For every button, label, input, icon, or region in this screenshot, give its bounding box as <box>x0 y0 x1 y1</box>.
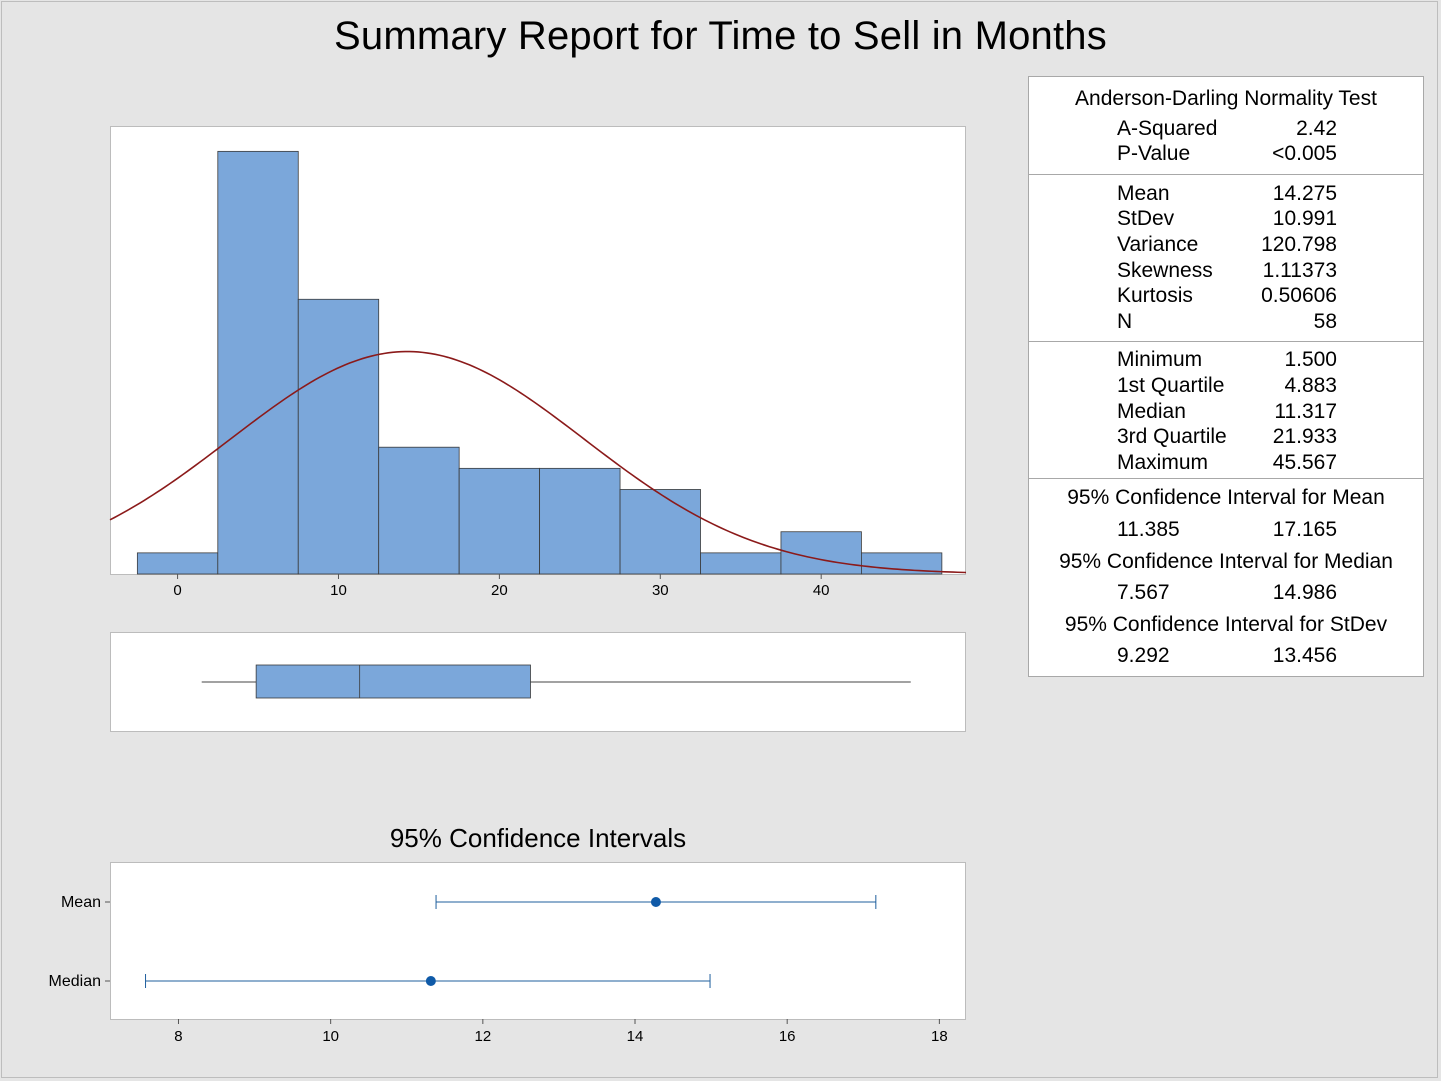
quantile-stat-row: Median 11.317 <box>1029 399 1423 425</box>
hist-tick-label-0: 0 <box>173 582 181 599</box>
histogram-bar-4 <box>458 467 541 575</box>
ci-tick-label-0: 8 <box>174 1028 182 1045</box>
quantile-stat-value: 21.933 <box>1272 425 1337 449</box>
ci-stat-row: 9.292 13.456 <box>1029 643 1423 669</box>
moment-stat-value: 58 <box>1313 309 1337 333</box>
moment-stat-row: Mean 14.275 <box>1029 181 1423 207</box>
ci-tick-label-1: 10 <box>322 1028 339 1045</box>
moment-stat-row: Skewness 1.11373 <box>1029 258 1423 284</box>
moment-stat-row: Variance 120.798 <box>1029 232 1423 258</box>
histogram-bar-5 <box>539 467 621 575</box>
moment-stat-value: 0.50606 <box>1261 284 1337 308</box>
ci-point-0 <box>650 897 661 907</box>
ci-chart: Mean Median 8 10 12 14 16 18 <box>49 862 966 1045</box>
confidence-intervals-section: 95% Confidence Interval for Mean 11.385 17… <box>1029 479 1423 669</box>
moment-stat-label: N <box>1117 309 1133 333</box>
ci-stat-row: 11.385 17.165 <box>1029 517 1423 543</box>
hist-tick-label-1: 10 <box>330 582 347 599</box>
quantile-stat-row: 1st Quartile 4.883 <box>1029 373 1423 399</box>
histogram-bar-6 <box>619 489 701 575</box>
ci-tick-label-3: 14 <box>627 1028 644 1045</box>
ci-stat-row: 7.567 14.986 <box>1029 580 1423 606</box>
ci-chart-title: 95% Confidence Intervals <box>389 823 687 853</box>
ci-panel <box>110 862 966 1020</box>
boxplot-chart <box>110 632 966 732</box>
boxplot-box <box>255 664 531 699</box>
ci-tick-label-2: 12 <box>474 1028 491 1045</box>
histogram-chart: 0 10 20 30 40 <box>109 126 967 599</box>
ci-stat-upper: 13.456 <box>1272 644 1337 668</box>
ad-stat-value: 2.42 <box>1296 116 1337 140</box>
ci-point-1 <box>425 976 436 986</box>
ci-stat-title: 95% Confidence Interval for Median <box>1059 549 1393 573</box>
quantile-stat-value: 1.500 <box>1284 348 1337 372</box>
summary-statistics-panel: Anderson-Darling Normality Test A-Square… <box>1028 76 1424 677</box>
moment-stat-label: StDev <box>1117 207 1175 231</box>
moment-stat-value: 14.275 <box>1272 181 1337 205</box>
ci-stat-title: 95% Confidence Interval for Mean <box>1067 486 1385 510</box>
quantile-stat-value: 11.317 <box>1274 399 1337 423</box>
ad-stat-label: A-Squared <box>1117 116 1218 140</box>
ad-stat-row: A-Squared 2.42 <box>1029 116 1423 142</box>
ci-tick-label-5: 18 <box>931 1028 948 1045</box>
quantile-stat-value: 45.567 <box>1272 450 1337 474</box>
histogram-bar-7 <box>700 552 782 575</box>
moment-stat-label: Skewness <box>1117 258 1213 282</box>
quantile-stat-label: Maximum <box>1117 450 1209 474</box>
histogram-bar-2 <box>297 298 380 575</box>
ad-stat-value: <0.005 <box>1272 142 1337 166</box>
ci-stat-title: 95% Confidence Interval for StDev <box>1064 612 1388 636</box>
ad-test-title: Anderson-Darling Normality Test <box>1075 87 1377 110</box>
hist-tick-label-2: 20 <box>491 582 508 599</box>
histogram-bar-0 <box>136 552 219 575</box>
quantile-stat-label: 1st Quartile <box>1117 373 1225 397</box>
quantile-stat-row: Minimum 1.500 <box>1029 347 1423 373</box>
quantile-stat-value: 4.883 <box>1284 373 1337 397</box>
moment-stat-row: StDev 10.991 <box>1029 206 1423 232</box>
report-title: Summary Report for Time to Sell in Month… <box>334 14 1107 58</box>
moments-section: Mean 14.275 StDev 10.991 Variance 120.798 Skew… <box>1029 175 1423 343</box>
hist-tick-label-3: 30 <box>652 582 669 599</box>
ci-stat-upper: 14.986 <box>1272 581 1337 605</box>
moment-stat-label: Kurtosis <box>1117 284 1193 308</box>
histogram-bar-3 <box>378 446 460 575</box>
ci-stat-lower: 11.385 <box>1117 517 1180 541</box>
moment-stat-value: 10.991 <box>1272 207 1337 231</box>
ci-stat-lower: 7.567 <box>1117 581 1170 605</box>
histogram-bar-8 <box>780 531 862 575</box>
ci-category-label-mean: Mean <box>61 894 101 911</box>
quantile-stat-label: Minimum <box>1117 348 1203 372</box>
quantiles-section: Minimum 1.500 1st Quartile 4.883 Median 11.31… <box>1029 342 1423 480</box>
ci-tick-label-4: 16 <box>779 1028 796 1045</box>
anderson-darling-section: Anderson-Darling Normality Test A-Square… <box>1029 77 1423 175</box>
moment-stat-label: Variance <box>1117 232 1199 256</box>
moment-stat-row: Kurtosis 0.50606 <box>1029 283 1423 309</box>
moment-stat-label: Mean <box>1117 181 1170 205</box>
normal-fit-curve <box>109 350 967 574</box>
quantile-stat-label: Median <box>1117 399 1186 423</box>
moment-stat-value: 1.11373 <box>1262 258 1337 282</box>
quantile-stat-row: Maximum 45.567 <box>1029 450 1423 476</box>
ad-stat-row: P-Value <0.005 <box>1029 141 1423 167</box>
moment-stat-value: 120.798 <box>1261 232 1337 256</box>
ci-stat-upper: 17.165 <box>1272 517 1337 541</box>
quantile-stat-label: 3rd Quartile <box>1117 425 1227 449</box>
hist-tick-label-4: 40 <box>813 582 830 599</box>
moment-stat-row: N 58 <box>1029 309 1423 335</box>
ci-stat-lower: 9.292 <box>1117 644 1170 668</box>
histogram-bar-1 <box>217 150 299 575</box>
histogram-bar-9 <box>861 552 943 575</box>
ci-category-label-median: Median <box>49 973 101 990</box>
quantile-stat-row: 3rd Quartile 21.933 <box>1029 424 1423 450</box>
ad-stat-label: P-Value <box>1117 142 1191 166</box>
